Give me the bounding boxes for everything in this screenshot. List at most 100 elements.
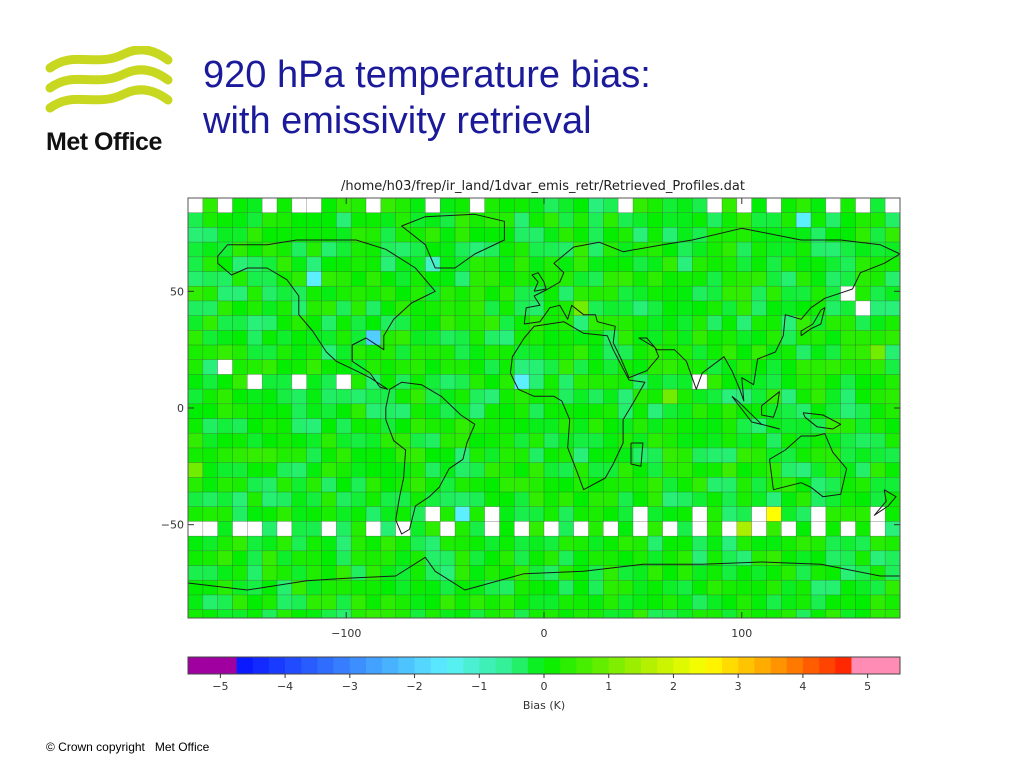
heatmap-cell xyxy=(277,594,292,610)
heatmap-cell xyxy=(825,609,841,618)
heatmap-cell xyxy=(321,594,337,610)
heatmap-cell xyxy=(825,359,841,375)
heatmap-cell xyxy=(425,477,441,493)
heatmap-cell xyxy=(499,521,515,537)
heatmap-cell xyxy=(707,300,722,316)
heatmap-cell xyxy=(870,374,886,390)
heatmap-cell xyxy=(825,536,841,551)
x-tick-label: 0 xyxy=(541,627,548,640)
heatmap-cell xyxy=(692,565,708,581)
heatmap-cell xyxy=(618,345,633,360)
heatmap-cell xyxy=(336,198,352,213)
heatmap-cell xyxy=(499,565,515,581)
heatmap-cell xyxy=(588,506,604,522)
heatmap-cell xyxy=(662,418,678,434)
heatmap-cell xyxy=(647,521,663,537)
heatmap-cell xyxy=(336,462,352,478)
heatmap-cell xyxy=(885,506,900,522)
heatmap-cell xyxy=(588,418,604,434)
heatmap-cell xyxy=(558,198,574,213)
heatmap-cell xyxy=(440,256,455,272)
heatmap-cell xyxy=(796,286,811,301)
heatmap-cell xyxy=(662,594,678,610)
heatmap-cell xyxy=(633,286,648,301)
heatmap-cell xyxy=(707,242,722,257)
heatmap-cell xyxy=(410,359,426,375)
heatmap-cell xyxy=(514,594,530,610)
heatmap-cell xyxy=(380,477,396,493)
heatmap-cell xyxy=(633,433,648,448)
heatmap-cell xyxy=(410,403,426,419)
heatmap-cell xyxy=(647,359,663,375)
heatmap-cell xyxy=(321,300,337,316)
heatmap-cell xyxy=(247,198,263,213)
heatmap-cell xyxy=(247,433,263,448)
colorbar-segment xyxy=(285,657,302,674)
heatmap-cell xyxy=(277,536,292,551)
heatmap-cell xyxy=(692,212,708,228)
heatmap-cell xyxy=(277,550,292,566)
colorbar-segment xyxy=(657,657,674,674)
heatmap-cell xyxy=(722,506,737,522)
heatmap-cell xyxy=(232,389,248,404)
heatmap-cell xyxy=(410,462,426,478)
heatmap-cell xyxy=(766,330,782,346)
cell-gridlines xyxy=(187,197,901,618)
heatmap-cell xyxy=(499,256,515,272)
heatmap-cell xyxy=(751,477,767,493)
heatmap-cell xyxy=(395,580,411,595)
heatmap-cell xyxy=(796,374,811,390)
heatmap-cell xyxy=(351,492,366,507)
heatmap-cell xyxy=(395,447,411,463)
heatmap-cell xyxy=(277,609,292,618)
heatmap-cell xyxy=(588,477,604,493)
heatmap-cell xyxy=(573,536,589,551)
heatmap-cell xyxy=(514,198,530,213)
heatmap-cell xyxy=(499,212,515,228)
heatmap-cell xyxy=(380,374,396,390)
heatmap-cell xyxy=(662,433,678,448)
heatmap-cell xyxy=(796,198,811,213)
heatmap-cell xyxy=(677,594,693,610)
heatmap-cell xyxy=(202,330,218,346)
heatmap-cell xyxy=(796,594,811,610)
heatmap-cell xyxy=(232,403,248,419)
heatmap-cell xyxy=(633,403,648,419)
heatmap-cell xyxy=(647,271,663,287)
heatmap-cell xyxy=(469,565,485,581)
heatmap-cell xyxy=(603,433,619,448)
heatmap-cell xyxy=(366,418,381,434)
heatmap-cell xyxy=(885,536,900,551)
heatmap-cell xyxy=(455,580,470,595)
heatmap-cell xyxy=(202,550,218,566)
heatmap-cell xyxy=(306,536,322,551)
heatmap-cell xyxy=(306,447,322,463)
colorbar-segment xyxy=(236,657,254,674)
heatmap-cell xyxy=(499,462,515,478)
heatmap-cell xyxy=(692,447,708,463)
heatmap-cell xyxy=(499,286,515,301)
colorbar-segment xyxy=(366,657,383,674)
heatmap-cell xyxy=(395,536,411,551)
heatmap-cell xyxy=(855,609,871,618)
heatmap-cell xyxy=(558,609,574,618)
heatmap-cell xyxy=(410,447,426,463)
heatmap-cell xyxy=(751,198,767,213)
heatmap-cell xyxy=(336,477,352,493)
heatmap-cell xyxy=(766,594,782,610)
heatmap-cell xyxy=(321,492,337,507)
heatmap-cell xyxy=(707,330,722,346)
heatmap-cell xyxy=(291,374,307,390)
heatmap-cell xyxy=(277,492,292,507)
heatmap-cell xyxy=(796,359,811,375)
heatmap-cell xyxy=(202,198,218,213)
heatmap-cell xyxy=(395,433,411,448)
colorbar-segment xyxy=(414,657,432,674)
heatmap-cell xyxy=(469,345,485,360)
heatmap-cell xyxy=(336,418,352,434)
heatmap-cell xyxy=(188,374,203,390)
heatmap-cell xyxy=(277,212,292,228)
heatmap-cell xyxy=(588,315,604,331)
heatmap-cell xyxy=(677,462,693,478)
heatmap-cell xyxy=(395,271,411,287)
